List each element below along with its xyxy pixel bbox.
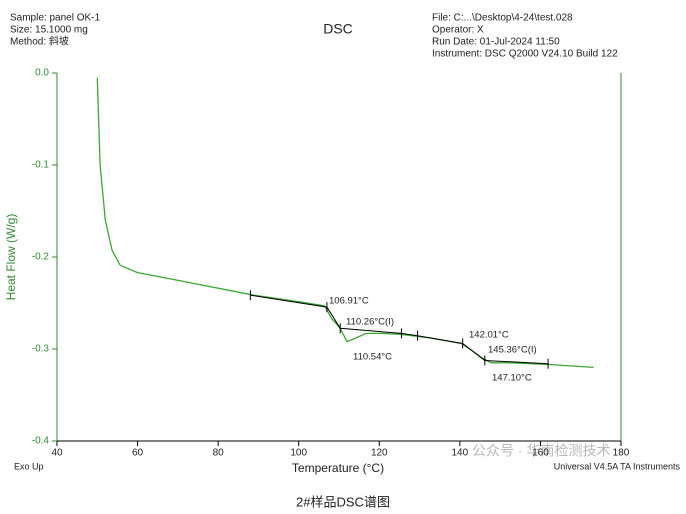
y-tick-label: 0.0 bbox=[35, 68, 49, 79]
x-tick-label: 100 bbox=[290, 448, 307, 459]
caption: 2#样品DSC谱图 bbox=[296, 494, 390, 509]
annotation: 147.10°C bbox=[492, 373, 532, 384]
header-text: Run Date: 01-Jul-2024 11:50 bbox=[432, 37, 560, 48]
software-label: Universal V4.5A TA Instruments bbox=[554, 461, 681, 471]
x-tick-label: 80 bbox=[213, 448, 225, 459]
x-tick-label: 160 bbox=[532, 448, 549, 459]
x-tick-label: 40 bbox=[51, 448, 63, 459]
annotation: 106.91°C bbox=[329, 296, 369, 307]
x-axis-label: Temperature (°C) bbox=[292, 461, 384, 475]
annotation: 110.26°C(I) bbox=[346, 317, 394, 328]
exo-label: Exo Up bbox=[14, 461, 44, 471]
annotation: 142.01°C bbox=[469, 330, 509, 341]
header-text: Operator: X bbox=[432, 25, 484, 36]
annotation: 110.54°C bbox=[353, 352, 392, 363]
header-text: Instrument: DSC Q2000 V24.10 Build 122 bbox=[432, 49, 618, 60]
y-tick-label: -0.1 bbox=[32, 160, 50, 171]
annotation: 145.36°C(I) bbox=[488, 345, 537, 356]
header-text: Size: 15.1000 mg bbox=[10, 25, 88, 36]
x-tick-label: 180 bbox=[613, 448, 630, 459]
header-text: Method: 斜坡 bbox=[10, 35, 69, 48]
y-tick-label: -0.4 bbox=[32, 436, 50, 447]
analysis-line bbox=[250, 294, 549, 365]
y-tick-label: -0.2 bbox=[32, 252, 50, 263]
y-axis-label: Heat Flow (W/g) bbox=[4, 214, 18, 301]
chart-title: DSC bbox=[323, 21, 353, 37]
x-tick-label: 120 bbox=[371, 448, 388, 459]
y-tick-label: -0.3 bbox=[32, 344, 50, 355]
watermark: 公众号 · 华南检测技术 bbox=[472, 443, 610, 459]
x-tick-label: 60 bbox=[132, 448, 144, 459]
x-tick-label: 140 bbox=[452, 448, 469, 459]
header-text: File: C:...\Desktop\4-24\test.028 bbox=[432, 13, 573, 24]
header-text: Sample: panel OK-1 bbox=[10, 13, 100, 24]
